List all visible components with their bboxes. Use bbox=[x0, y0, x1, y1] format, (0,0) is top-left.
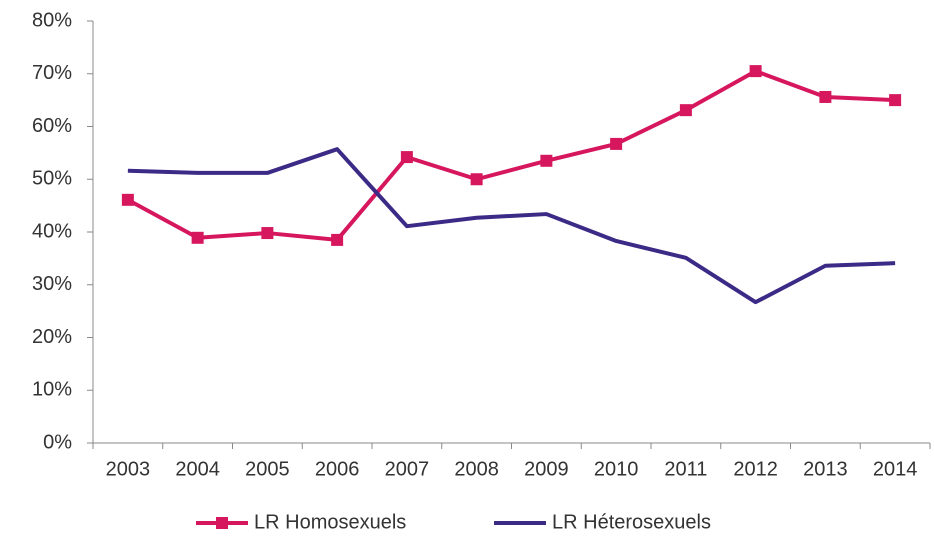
x-tick-label: 2006 bbox=[315, 458, 360, 480]
y-tick-label: 80% bbox=[32, 9, 72, 31]
x-tick-label: 2004 bbox=[175, 458, 220, 480]
x-tick-label: 2011 bbox=[664, 458, 707, 480]
series-line bbox=[127, 147, 896, 305]
marker bbox=[819, 90, 832, 103]
y-tick-label: 50% bbox=[32, 168, 72, 190]
x-tick-label: 2012 bbox=[733, 458, 778, 480]
series-line bbox=[126, 69, 896, 242]
x-tick-label: 2013 bbox=[803, 458, 848, 480]
y-tick-label: 20% bbox=[32, 326, 72, 348]
y-tick-label: 0% bbox=[43, 431, 72, 453]
y-tick-label: 30% bbox=[32, 273, 72, 295]
y-tick-label: 70% bbox=[32, 62, 72, 84]
x-tick-label: 2008 bbox=[454, 458, 499, 480]
x-tick-label: 2005 bbox=[245, 458, 290, 480]
legend-marker bbox=[216, 517, 228, 529]
marker bbox=[261, 227, 274, 240]
marker bbox=[470, 173, 483, 186]
x-tick-label: 2003 bbox=[106, 458, 151, 480]
marker bbox=[121, 193, 134, 206]
marker bbox=[400, 151, 413, 164]
marker bbox=[749, 65, 762, 78]
marker bbox=[679, 104, 692, 117]
marker bbox=[889, 94, 902, 107]
marker bbox=[331, 233, 344, 246]
x-tick-label: 2014 bbox=[873, 458, 918, 480]
marker bbox=[610, 137, 623, 150]
marker bbox=[191, 231, 204, 244]
y-tick-label: 60% bbox=[32, 115, 72, 137]
x-tick-label: 2007 bbox=[385, 458, 430, 480]
legend-label: LR Homosexuels bbox=[254, 511, 406, 533]
y-tick-label: 40% bbox=[32, 220, 72, 242]
x-tick-label: 2010 bbox=[594, 458, 639, 480]
y-tick-label: 10% bbox=[32, 379, 72, 401]
marker bbox=[540, 154, 553, 167]
x-tick-label: 2009 bbox=[524, 458, 569, 480]
legend-label: LR Héterosexuels bbox=[552, 511, 711, 533]
